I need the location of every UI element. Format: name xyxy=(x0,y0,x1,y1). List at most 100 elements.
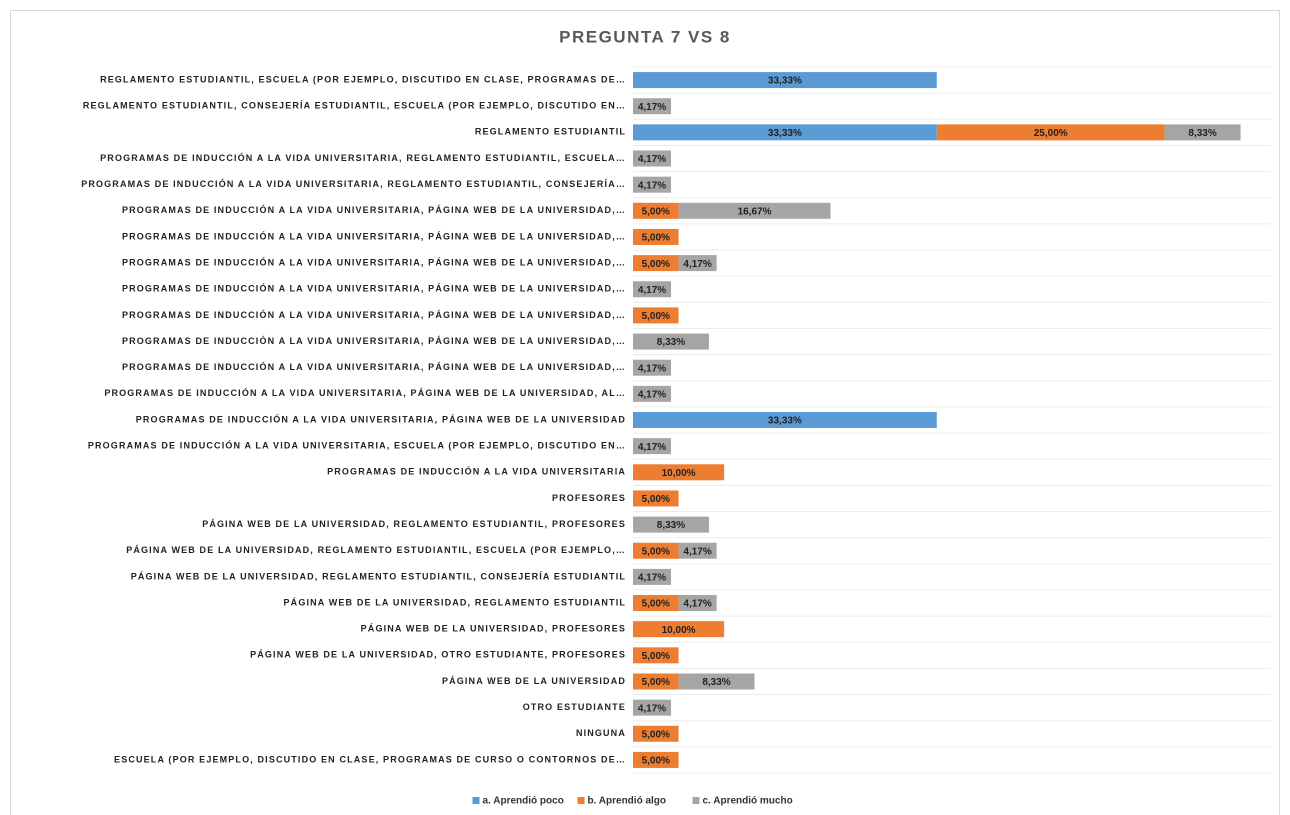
y-tick-label: PROGRAMAS DE INDUCCIÓN A LA VIDA UNIVERS… xyxy=(122,204,626,215)
data-label: 5,00% xyxy=(642,677,670,688)
y-tick-label: PÁGINA WEB DE LA UNIVERSIDAD, OTRO ESTUD… xyxy=(250,650,626,660)
y-tick-label: OTRO ESTUDIANTE xyxy=(523,702,626,712)
bar-segment xyxy=(678,542,717,559)
bar-segment xyxy=(633,124,937,141)
y-tick-label: PÁGINA WEB DE LA UNIVERSIDAD, REGLAMENTO… xyxy=(284,597,626,607)
bar-segment xyxy=(633,412,937,428)
data-label: 4,17% xyxy=(638,389,666,400)
legend-swatch xyxy=(577,797,585,804)
bar-segment xyxy=(633,542,679,559)
bar-segment xyxy=(633,464,725,481)
y-tick-label: PROGRAMAS DE INDUCCIÓN A LA VIDA UNIVERS… xyxy=(136,413,626,424)
y-tick-label: PROGRAMAS DE INDUCCIÓN A LA VIDA UNIVERS… xyxy=(122,230,626,241)
legend-label: b. Aprendió algo xyxy=(588,796,667,807)
bar-segment xyxy=(633,176,672,193)
data-label: 4,17% xyxy=(638,102,666,113)
data-label: 5,00% xyxy=(642,206,670,217)
bar-segment xyxy=(633,228,679,245)
bar-segment xyxy=(633,568,672,585)
bar-segment xyxy=(633,385,672,402)
y-tick-label: REGLAMENTO ESTUDIANTIL, ESCUELA (POR EJE… xyxy=(100,74,626,84)
y-tick-label: ESCUELA (POR EJEMPLO, DISCUTIDO EN CLASE… xyxy=(114,754,626,764)
bar-segment xyxy=(633,647,679,664)
bar-segment xyxy=(633,281,672,298)
data-label: 4,17% xyxy=(638,285,666,296)
bar-segment xyxy=(633,255,679,272)
data-label: 5,00% xyxy=(642,494,670,505)
bar-segment xyxy=(678,673,755,690)
chart-title: PREGUNTA 7 VS 8 xyxy=(559,27,731,46)
bar-segment xyxy=(633,72,937,89)
data-label: 4,17% xyxy=(683,259,711,270)
y-tick-label: PROGRAMAS DE INDUCCIÓN A LA VIDA UNIVERS… xyxy=(122,256,626,267)
y-tick-label: PROFESORES xyxy=(552,493,626,503)
bar-segment xyxy=(633,595,679,612)
y-tick-label: NINGUNA xyxy=(576,728,626,738)
data-label: 4,17% xyxy=(683,546,711,557)
y-tick-label: PROGRAMAS DE INDUCCIÓN A LA VIDA UNIVERS… xyxy=(122,309,626,320)
data-label: 5,00% xyxy=(642,599,670,610)
data-label: 4,17% xyxy=(683,599,711,610)
data-label: 5,00% xyxy=(642,756,670,767)
data-label: 8,33% xyxy=(702,677,730,688)
bar-segment xyxy=(633,438,672,455)
data-label: 5,00% xyxy=(642,729,670,740)
data-label: 5,00% xyxy=(642,546,670,557)
bar-segment xyxy=(633,725,679,742)
y-tick-label: PROGRAMAS DE INDUCCIÓN A LA VIDA UNIVERS… xyxy=(88,440,626,451)
y-tick-label: PÁGINA WEB DE LA UNIVERSIDAD, REGLAMENTO… xyxy=(131,571,626,581)
data-label: 5,00% xyxy=(642,651,670,662)
bar-segment xyxy=(633,621,725,638)
y-tick-label: PÁGINA WEB DE LA UNIVERSIDAD, REGLAMENTO… xyxy=(202,519,626,529)
bar-segment xyxy=(633,307,679,324)
y-tick-label: PROGRAMAS DE INDUCCIÓN A LA VIDA UNIVERS… xyxy=(122,283,626,294)
data-label: 5,00% xyxy=(642,311,670,322)
bar-segment xyxy=(633,699,672,716)
data-label: 10,00% xyxy=(662,625,696,636)
bar-segment xyxy=(633,751,679,768)
y-tick-label: PROGRAMAS DE INDUCCIÓN A LA VIDA UNIVERS… xyxy=(104,387,626,398)
y-tick-label: PROGRAMAS DE INDUCCIÓN A LA VIDA UNIVERS… xyxy=(122,361,626,372)
y-tick-label: PÁGINA WEB DE LA UNIVERSIDAD, REGLAMENTO… xyxy=(126,545,626,555)
y-tick-label: REGLAMENTO ESTUDIANTIL xyxy=(475,127,626,137)
y-tick-label: PÁGINA WEB DE LA UNIVERSIDAD xyxy=(442,676,626,686)
legend-swatch xyxy=(692,797,700,804)
data-label: 33,33% xyxy=(768,416,802,427)
legend-swatch xyxy=(472,797,480,804)
data-label: 5,00% xyxy=(642,233,670,244)
bar-segment xyxy=(936,124,1165,141)
data-label: 8,33% xyxy=(657,520,685,531)
legend-label: c. Aprendió mucho xyxy=(703,796,793,807)
y-tick-label: REGLAMENTO ESTUDIANTIL, CONSEJERÍA ESTUD… xyxy=(83,101,626,111)
bar-segment xyxy=(633,202,679,219)
data-label: 5,00% xyxy=(642,259,670,270)
data-label: 4,17% xyxy=(638,180,666,191)
bar-segment xyxy=(678,202,831,219)
bar-segment xyxy=(633,673,679,690)
data-label: 33,33% xyxy=(768,128,802,139)
data-label: 25,00% xyxy=(1034,128,1068,139)
y-tick-label: PROGRAMAS DE INDUCCIÓN A LA VIDA UNIVERS… xyxy=(327,466,626,477)
y-tick-label: PROGRAMAS DE INDUCCIÓN A LA VIDA UNIVERS… xyxy=(81,178,626,189)
bar-segment xyxy=(633,490,679,507)
bar-segment xyxy=(678,595,717,612)
data-label: 8,33% xyxy=(1188,128,1216,139)
data-label: 4,17% xyxy=(638,363,666,374)
legend-label: a. Aprendió poco xyxy=(483,796,564,807)
data-label: 4,17% xyxy=(638,442,666,453)
data-label: 33,33% xyxy=(768,76,802,87)
bar-segment xyxy=(633,333,709,350)
data-label: 8,33% xyxy=(657,337,685,348)
data-label: 16,67% xyxy=(738,206,772,217)
y-tick-label: PROGRAMAS DE INDUCCIÓN A LA VIDA UNIVERS… xyxy=(122,335,626,346)
y-tick-label: PÁGINA WEB DE LA UNIVERSIDAD, PROFESORES xyxy=(361,624,626,634)
data-label: 4,17% xyxy=(638,703,666,714)
bar-segment xyxy=(1164,124,1241,141)
y-tick-label: PROGRAMAS DE INDUCCIÓN A LA VIDA UNIVERS… xyxy=(100,152,626,163)
data-label: 10,00% xyxy=(662,468,696,479)
data-label: 4,17% xyxy=(638,154,666,165)
bar-segment xyxy=(633,98,672,115)
bar-segment xyxy=(633,359,672,376)
bar-segment xyxy=(678,255,717,272)
